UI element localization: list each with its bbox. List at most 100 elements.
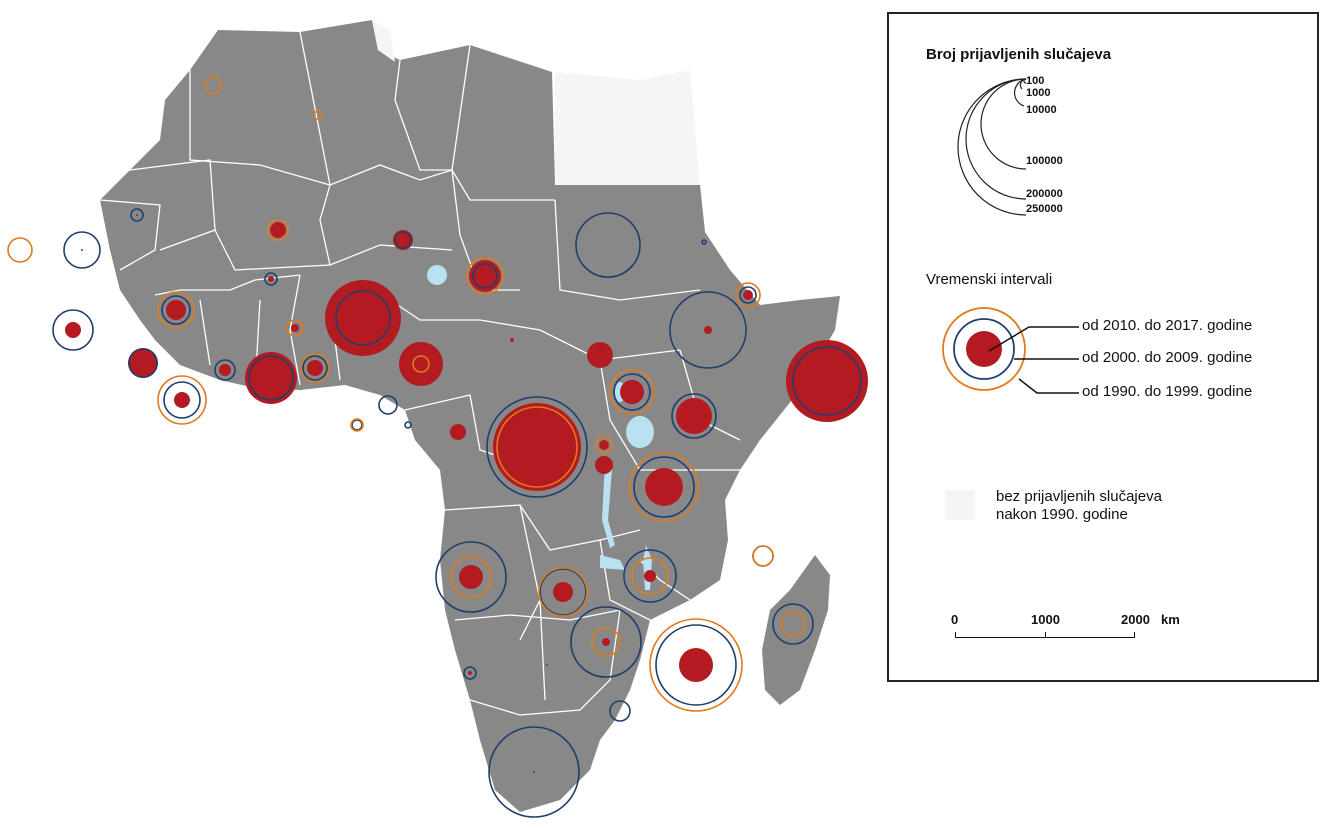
case-circle-1990-1999 [591, 627, 621, 657]
case-circle-2000-2009 [130, 208, 144, 222]
case-circle-2010-2017 [245, 352, 297, 404]
case-circle-1990-1999 [286, 319, 304, 337]
interval-label-2010-2017: od 2010. do 2017. godine [1082, 317, 1253, 334]
size-label-100000: 100000 [1026, 155, 1063, 167]
case-symbol [214, 359, 236, 381]
case-symbol [245, 352, 297, 404]
case-symbol [669, 291, 747, 369]
case-circle-2000-2009 [792, 346, 862, 416]
case-symbol [786, 340, 868, 422]
case-circle-2000-2009 [739, 286, 757, 304]
case-circle-2000-2009 [128, 348, 158, 378]
case-circle-1990-1999 [780, 611, 806, 637]
case-symbol [538, 567, 588, 617]
case-circle-2010-2017 [81, 249, 83, 251]
case-circle-2010-2017 [307, 360, 323, 376]
case-symbol [546, 664, 548, 666]
case-circle-2010-2017 [786, 340, 868, 422]
case-symbol [701, 239, 707, 245]
case-circle-1990-1999 [735, 282, 761, 308]
case-circle-2010-2017 [493, 403, 581, 491]
case-circle-2010-2017 [704, 326, 712, 334]
case-circle-1990-1999 [450, 556, 492, 598]
case-circle-2010-2017 [602, 638, 610, 646]
case-circle-2000-2009 [463, 666, 477, 680]
case-circle-1990-1999 [631, 557, 669, 595]
scale-bar [955, 632, 1135, 638]
case-circles [7, 76, 868, 818]
case-circle-2000-2009 [335, 290, 391, 346]
case-circle-2010-2017 [128, 348, 158, 378]
case-circle-2010-2017 [219, 364, 231, 376]
case-symbol [575, 212, 641, 278]
case-symbol [128, 348, 158, 378]
case-symbol [671, 393, 717, 439]
case-circle-1990-1999 [649, 618, 743, 712]
case-circle-2000-2009 [378, 395, 398, 415]
case-circle-2000-2009 [264, 272, 278, 286]
case-circle-2000-2009 [633, 456, 695, 518]
case-circle-2000-2009 [772, 603, 814, 645]
interval-label-1990-1999: od 1990. do 1999. godine [1082, 383, 1253, 400]
case-symbol [623, 549, 677, 603]
case-symbol [463, 666, 477, 680]
case-circle-2000-2009 [575, 212, 641, 278]
case-circle-2010-2017 [587, 342, 613, 368]
no-cases-region [555, 70, 700, 185]
case-circle-2000-2009 [701, 239, 707, 245]
case-circle-2000-2009 [435, 541, 507, 613]
case-symbol [286, 319, 304, 337]
case-circle-2000-2009 [570, 606, 642, 678]
case-circle-1990-1999 [204, 76, 222, 94]
case-symbol [399, 342, 443, 386]
scale-unit: km [1161, 612, 1180, 627]
case-symbol [649, 618, 743, 712]
case-circle-2010-2017 [174, 392, 190, 408]
size-label-1000: 1000 [1026, 87, 1051, 99]
case-symbol [157, 291, 195, 329]
scale-label-0: 0 [951, 612, 959, 627]
case-circle-2000-2009 [163, 381, 201, 419]
case-circle-2000-2009 [302, 355, 328, 381]
case-circle-2000-2009 [161, 295, 191, 325]
case-symbol [52, 309, 94, 351]
case-symbol [300, 353, 330, 383]
case-circle-1990-1999 [7, 237, 33, 263]
case-circle-2000-2009 [214, 359, 236, 381]
case-circle-1990-1999 [350, 418, 364, 432]
interval-label-2000-2009: od 2000. do 2009. godine [1082, 349, 1253, 366]
case-symbol [735, 282, 761, 308]
case-symbol [157, 375, 207, 425]
case-symbol [7, 237, 33, 263]
case-symbol [595, 436, 613, 454]
case-circle-2000-2009 [488, 726, 580, 818]
case-circle-2000-2009 [613, 373, 651, 411]
time-legend-circles [942, 307, 1079, 394]
size-legend-title: Broj prijavljenih slučajeva [926, 46, 1112, 63]
size-label-250000: 250000 [1026, 203, 1063, 215]
case-symbol [609, 700, 631, 722]
case-circle-2000-2009 [609, 700, 631, 722]
case-symbol [587, 342, 613, 368]
case-circle-1990-1999 [609, 369, 655, 415]
case-symbol [595, 456, 613, 474]
no-cases-label-line-1: bez prijavljenih slučajeva [996, 488, 1162, 505]
case-circle-2000-2009 [655, 624, 737, 706]
case-circle-1990-1999 [496, 406, 578, 488]
size-label-100: 100 [1026, 75, 1045, 87]
case-circle-2010-2017 [510, 338, 514, 342]
scale-label-1000: 1000 [1031, 612, 1060, 627]
case-circle-2010-2017 [291, 324, 299, 332]
case-circle-2010-2017 [450, 424, 466, 440]
africa-landmass [100, 20, 840, 812]
case-symbol [325, 280, 401, 356]
case-symbol [772, 603, 814, 645]
time-legend-title: Vremenski intervali [926, 271, 1053, 288]
madagascar [762, 555, 830, 705]
case-symbol [466, 257, 504, 295]
case-symbol [204, 76, 222, 94]
case-circle-2000-2009 [623, 549, 677, 603]
size-legend-circles [957, 78, 1027, 216]
case-circle-1990-1999 [538, 567, 588, 617]
case-circle-2010-2017 [65, 322, 81, 338]
